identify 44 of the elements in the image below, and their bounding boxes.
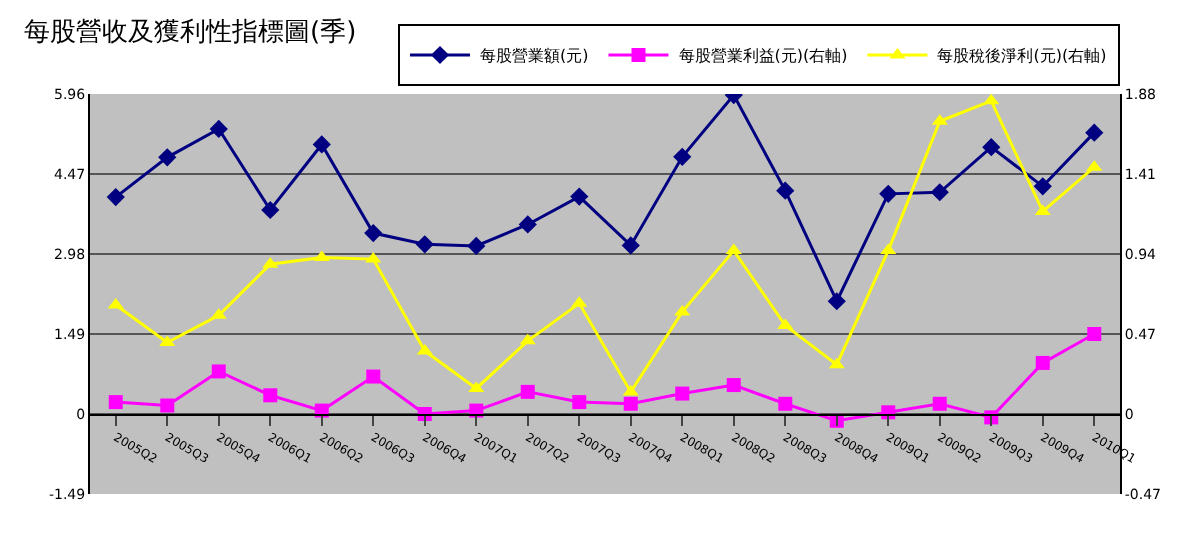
point [159, 335, 176, 347]
point [415, 235, 434, 254]
point [1085, 123, 1104, 142]
point [572, 395, 587, 410]
legend-label: 每股營業利益(元)(右軸) [678, 47, 848, 66]
point [312, 135, 331, 154]
point [674, 304, 691, 316]
point [106, 187, 125, 207]
point [778, 396, 793, 411]
point [108, 395, 123, 410]
legend-label: 每股營業額(元) [480, 47, 589, 66]
point [366, 369, 381, 384]
point [828, 357, 845, 369]
point [160, 398, 175, 413]
point [1087, 327, 1102, 341]
point [158, 148, 177, 167]
point [520, 384, 535, 399]
point [518, 215, 537, 234]
point [209, 119, 228, 138]
point [1035, 355, 1050, 370]
point [725, 243, 742, 255]
point [621, 236, 640, 255]
point [570, 187, 589, 206]
point [879, 184, 898, 203]
point [263, 388, 278, 403]
point [261, 200, 280, 220]
point [776, 181, 795, 200]
point [932, 396, 947, 411]
chart-title: 每股營收及獲利性指標圖(季) [24, 17, 357, 48]
point [211, 364, 226, 379]
point [364, 223, 383, 243]
point [623, 396, 638, 411]
point [673, 147, 692, 166]
point [519, 333, 536, 345]
point [622, 384, 639, 396]
point [467, 236, 486, 256]
point [726, 378, 741, 393]
point [930, 183, 949, 202]
point [880, 243, 897, 255]
point [982, 138, 1001, 157]
legend-label: 每股稅後淨利(元)(右軸) [937, 47, 1107, 66]
point [827, 292, 846, 311]
point [675, 386, 690, 401]
point [1033, 177, 1052, 196]
